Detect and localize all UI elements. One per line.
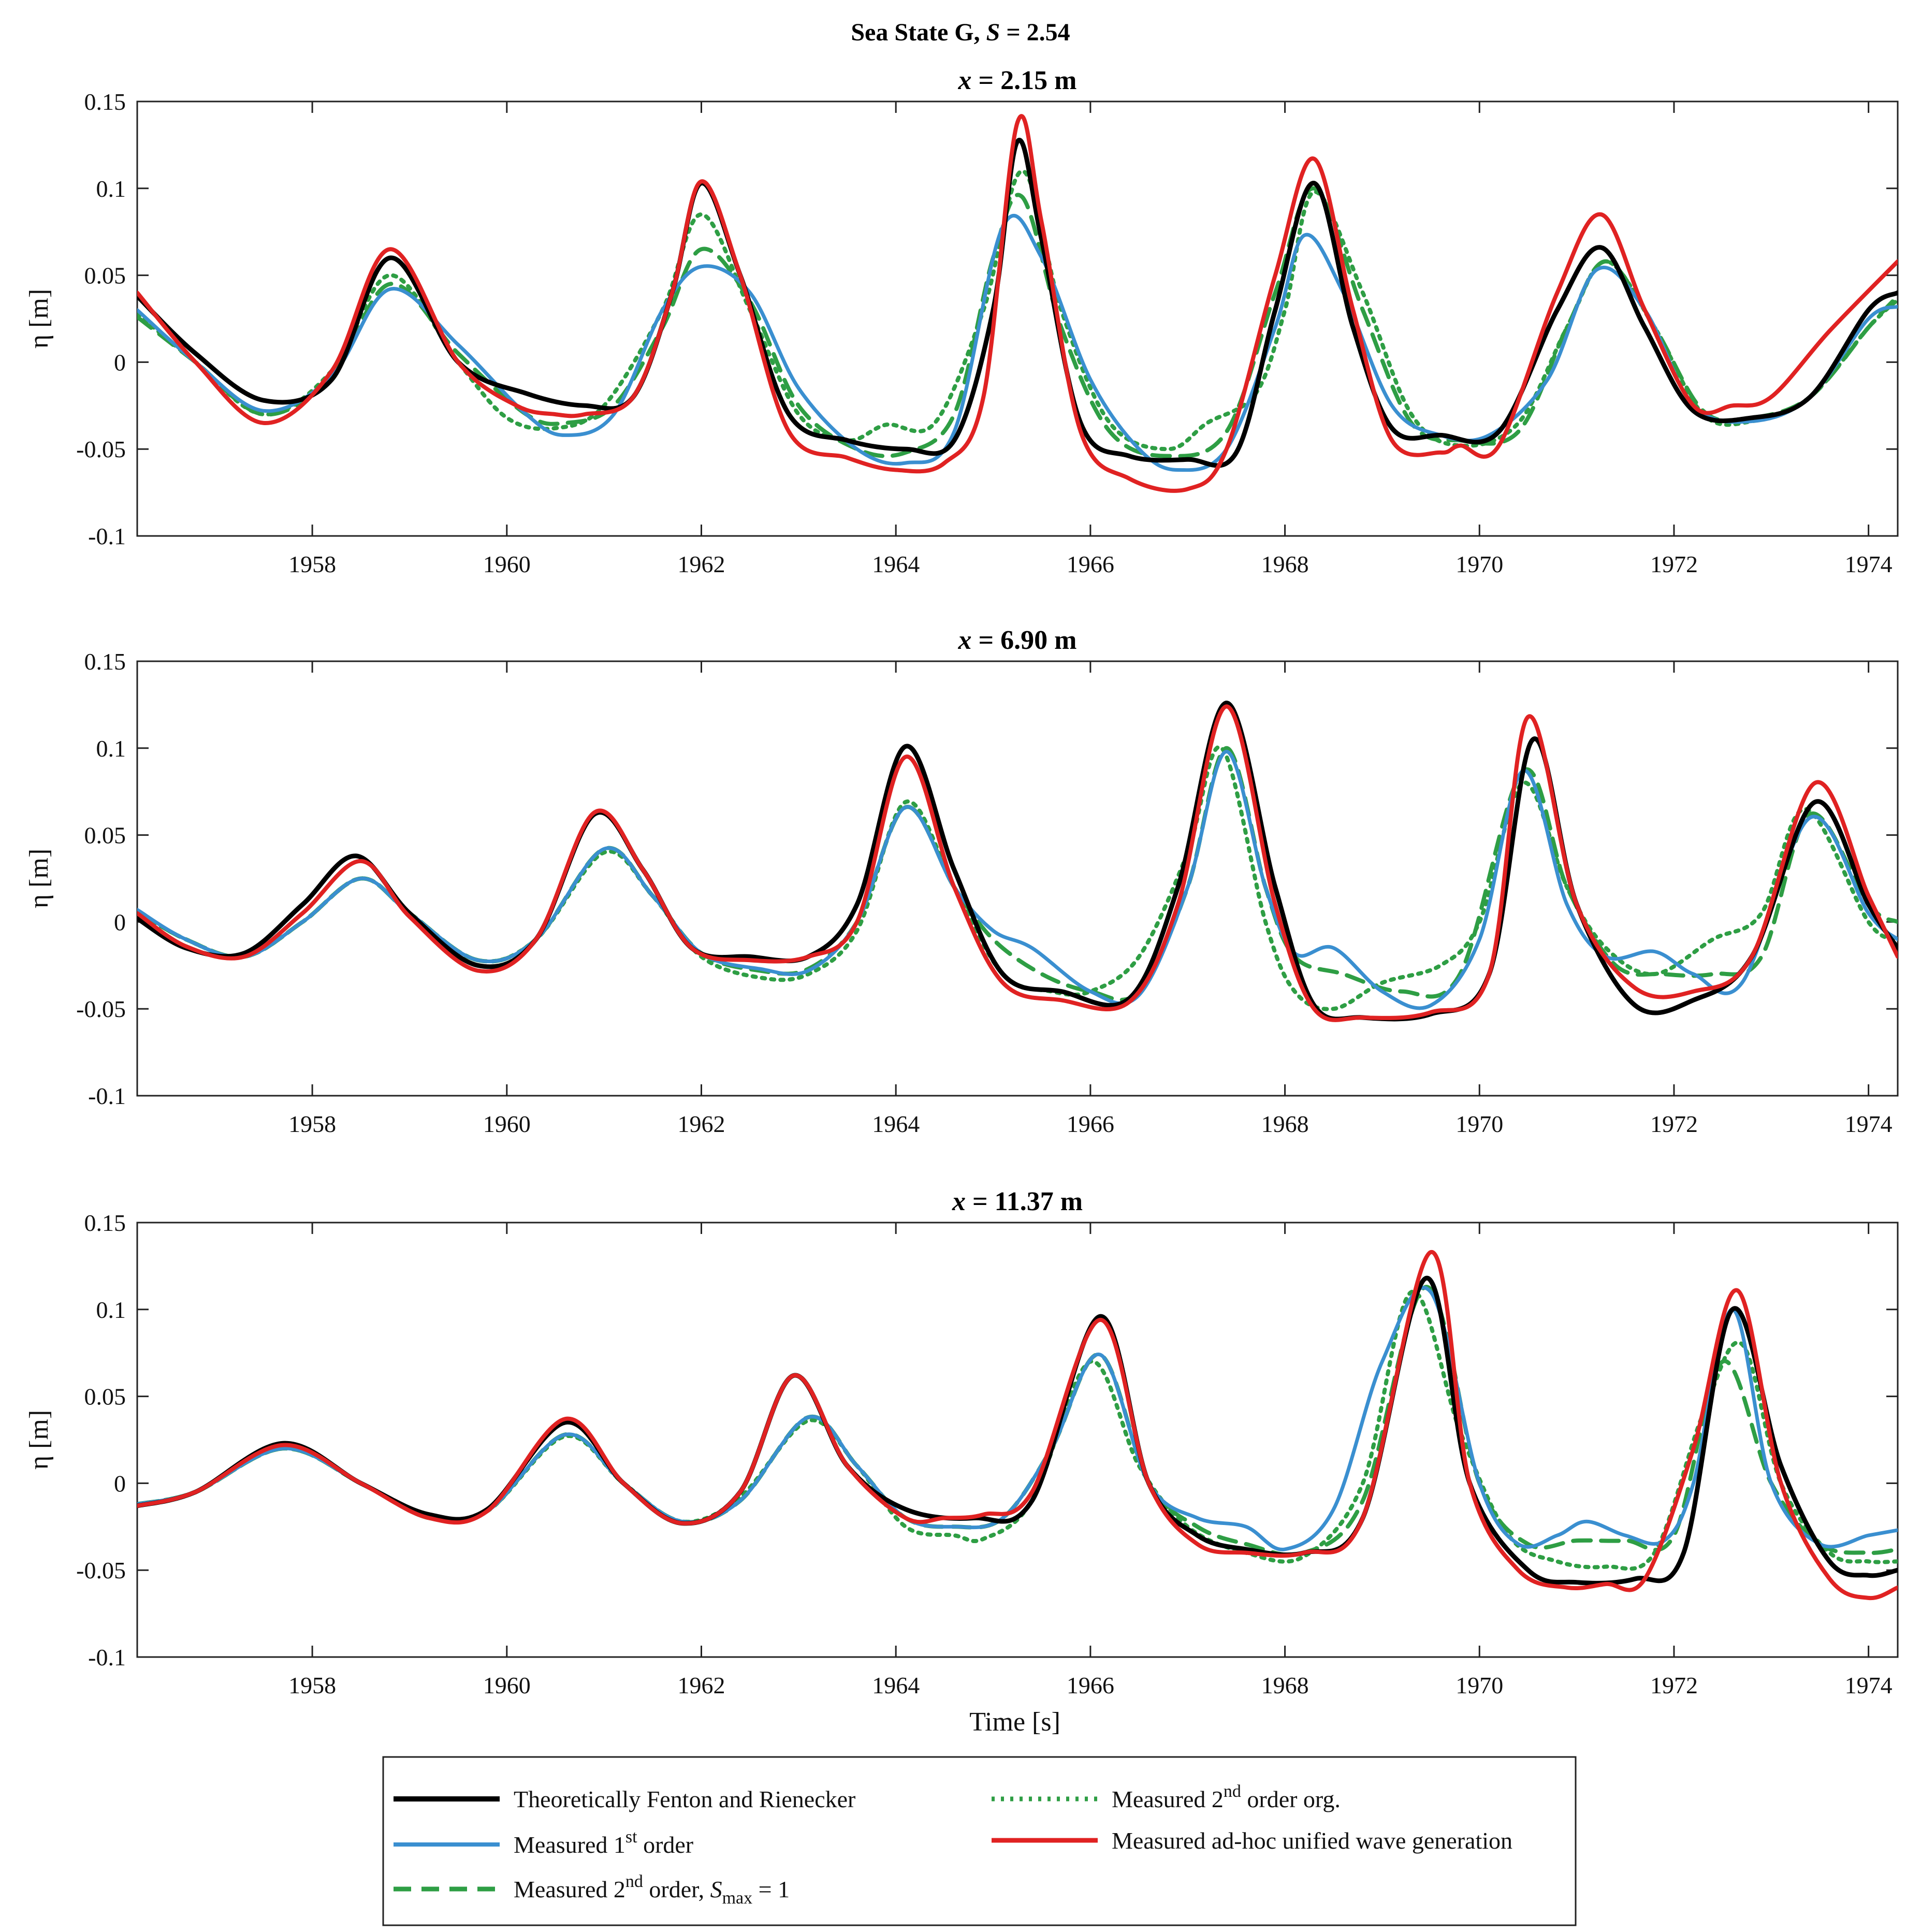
x-axis-label: Time [s] [969, 1707, 1060, 1737]
series-line-first-order [137, 1286, 1898, 1551]
y-tick-label: 0 [114, 909, 126, 935]
chart-panel-3: 1958 1960 1962 1964 1966 1968 1970 1972 1974 -0.1… [24, 1187, 1899, 1737]
x-tick-label: 1970 [1456, 1111, 1503, 1137]
legend: Theoretically Fenton and Rienecker Measur… [382, 1756, 1577, 1926]
x-tick-label: 1964 [872, 1672, 920, 1698]
series-line-second-order-org [137, 1289, 1898, 1571]
x-tick-label: 1966 [1067, 1111, 1114, 1137]
y-tick-label: -0.1 [88, 1644, 126, 1670]
chart-panel-2: 1958 1960 1962 1964 1966 1968 1970 1972 1974 -0.1… [24, 626, 1899, 1137]
legend-label-first-order: Measured 1st order [514, 1827, 693, 1858]
series-line-theoretical [137, 701, 1898, 1022]
x-tick-label: 1974 [1845, 1111, 1893, 1137]
chart-panels: 1958 1960 1962 1964 1966 1968 1970 1972 1974 -0.1… [24, 66, 1899, 1737]
y-tick-label: -0.1 [88, 1083, 126, 1109]
y-tick-label: 0.05 [84, 822, 126, 849]
y-tick-label: 0.15 [84, 89, 126, 115]
legend-box [382, 1756, 1577, 1926]
x-tick-label: 1960 [483, 1672, 531, 1698]
x-tick-label: 1964 [872, 1111, 920, 1137]
y-tick-label: 0.05 [84, 263, 126, 289]
y-tick-label: 0.1 [96, 735, 126, 762]
y-tick-label: 0.15 [84, 1210, 126, 1236]
plot-frame [136, 1222, 1899, 1658]
y-tick-label: -0.05 [76, 1557, 126, 1584]
legend-label-second-order: Measured 2nd order, Smax = 1 [514, 1872, 790, 1908]
x-tick-label: 1968 [1261, 1111, 1309, 1137]
y-axis-label: η [m] [24, 1410, 54, 1470]
series-line-second-order [137, 186, 1898, 458]
y-tick-label: 0.15 [84, 648, 126, 675]
x-tick-label: 1958 [288, 551, 336, 577]
x-tick-label: 1968 [1261, 1672, 1309, 1698]
y-tick-label: -0.1 [88, 523, 126, 549]
y-tick-label: 0 [114, 1470, 126, 1497]
x-tick-label: 1962 [678, 1672, 725, 1698]
y-tick-label: -0.05 [76, 436, 126, 462]
series-line-unified [137, 114, 1898, 493]
x-tick-label: 1972 [1650, 1111, 1698, 1137]
series-line-unified [137, 704, 1898, 1022]
panel-title: x = 6.90 m [958, 626, 1077, 655]
x-tick-label: 1962 [678, 551, 725, 577]
x-tick-label: 1958 [288, 1672, 336, 1698]
legend-label-second-order-org: Measured 2nd order org. [1112, 1782, 1341, 1812]
x-tick-label: 1974 [1845, 1672, 1893, 1698]
figure-title: Sea State G, S = 2.54 [851, 19, 1070, 46]
x-tick-label: 1960 [483, 551, 531, 577]
x-tick-label: 1964 [872, 551, 920, 577]
y-tick-label: -0.05 [76, 996, 126, 1022]
plot-frame [136, 100, 1899, 537]
x-tick-label: 1972 [1650, 551, 1698, 577]
panel-title: x = 2.15 m [958, 66, 1077, 95]
y-tick-label: 0.1 [96, 176, 126, 202]
x-tick-label: 1970 [1456, 1672, 1503, 1698]
series-line-second-order [137, 746, 1898, 1002]
series-line-first-order [137, 750, 1898, 1010]
x-tick-label: 1962 [678, 1111, 725, 1137]
series-line-second-order-org [137, 169, 1898, 452]
x-tick-label: 1970 [1456, 551, 1503, 577]
series-line-theoretical [137, 138, 1898, 468]
legend-label-unified: Measured ad-hoc unified wave generation [1112, 1827, 1512, 1854]
x-tick-label: 1966 [1067, 1672, 1114, 1698]
panel-title: x = 11.37 m [952, 1187, 1083, 1216]
y-tick-label: 0.05 [84, 1384, 126, 1410]
x-tick-label: 1972 [1650, 1672, 1698, 1698]
series-line-second-order-org [137, 745, 1898, 1011]
x-tick-label: 1966 [1067, 551, 1114, 577]
plot-frame [136, 660, 1899, 1097]
y-tick-label: 0 [114, 349, 126, 375]
y-axis-label: η [m] [24, 849, 54, 908]
y-tick-label: 0.1 [96, 1297, 126, 1323]
x-tick-label: 1974 [1845, 551, 1893, 577]
y-axis-label: η [m] [24, 289, 54, 348]
series-line-unified [137, 1250, 1898, 1600]
x-tick-label: 1968 [1261, 551, 1309, 577]
x-tick-label: 1960 [483, 1111, 531, 1137]
x-tick-label: 1958 [288, 1111, 336, 1137]
legend-label-theoretical: Theoretically Fenton and Rienecker [514, 1786, 855, 1812]
chart-panel-1: 1958 1960 1962 1964 1966 1968 1970 1972 1974 -0.1… [24, 66, 1899, 577]
